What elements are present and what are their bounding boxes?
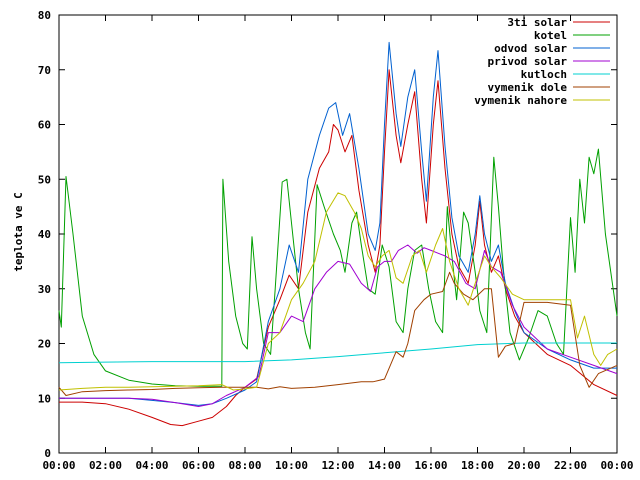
legend-label: vymenik nahore xyxy=(474,94,567,107)
legend-label: kutloch xyxy=(521,68,567,81)
legend-label: vymenik dole xyxy=(488,81,568,94)
y-axis-title: teplota ve C xyxy=(12,192,25,271)
y-tick-label: 80 xyxy=(38,9,51,22)
x-tick-label: 06:00 xyxy=(182,459,215,472)
legend-label: 3ti solar xyxy=(507,16,567,29)
y-tick-labels: 0 10 20 30 40 50 60 70 80 xyxy=(38,9,51,460)
legend-label: kotel xyxy=(534,29,567,42)
axis-ticks xyxy=(58,14,618,454)
x-tick-label: 00:00 xyxy=(600,459,633,472)
y-tick-label: 30 xyxy=(38,283,51,296)
x-tick-label: 20:00 xyxy=(507,459,540,472)
x-tick-label: 00:00 xyxy=(42,459,75,472)
y-tick-label: 20 xyxy=(38,338,51,351)
x-tick-label: 22:00 xyxy=(554,459,587,472)
series-line-3ti-solar xyxy=(59,69,618,427)
x-tick-label: 02:00 xyxy=(89,459,122,472)
legend-label: odvod solar xyxy=(494,42,567,55)
y-tick-label: 50 xyxy=(38,173,51,186)
x-tick-label: 18:00 xyxy=(461,459,494,472)
series-lines xyxy=(58,41,618,427)
y-tick-label: 70 xyxy=(38,64,51,77)
series-line-kotel xyxy=(58,148,618,387)
x-tick-label: 12:00 xyxy=(321,459,354,472)
x-tick-labels: 00:00 02:00 04:00 06:00 08:00 10:00 12:00 14:00… xyxy=(42,459,633,472)
y-tick-label: 0 xyxy=(44,447,51,460)
series-line-vymenik-nahore xyxy=(58,192,618,391)
series-line-vymenik-dole xyxy=(58,271,618,396)
x-tick-label: 16:00 xyxy=(414,459,447,472)
x-tick-label: 04:00 xyxy=(135,459,168,472)
x-tick-label: 08:00 xyxy=(228,459,261,472)
series-line-kutloch xyxy=(58,342,617,364)
y-tick-label: 10 xyxy=(38,392,51,405)
series-line-odvod-solar xyxy=(59,41,617,406)
y-tick-label: 60 xyxy=(38,119,51,132)
x-tick-label: 10:00 xyxy=(275,459,308,472)
y-tick-label: 40 xyxy=(38,228,51,241)
x-tick-label: 14:00 xyxy=(368,459,401,472)
legend-label: privod solar xyxy=(488,55,568,68)
